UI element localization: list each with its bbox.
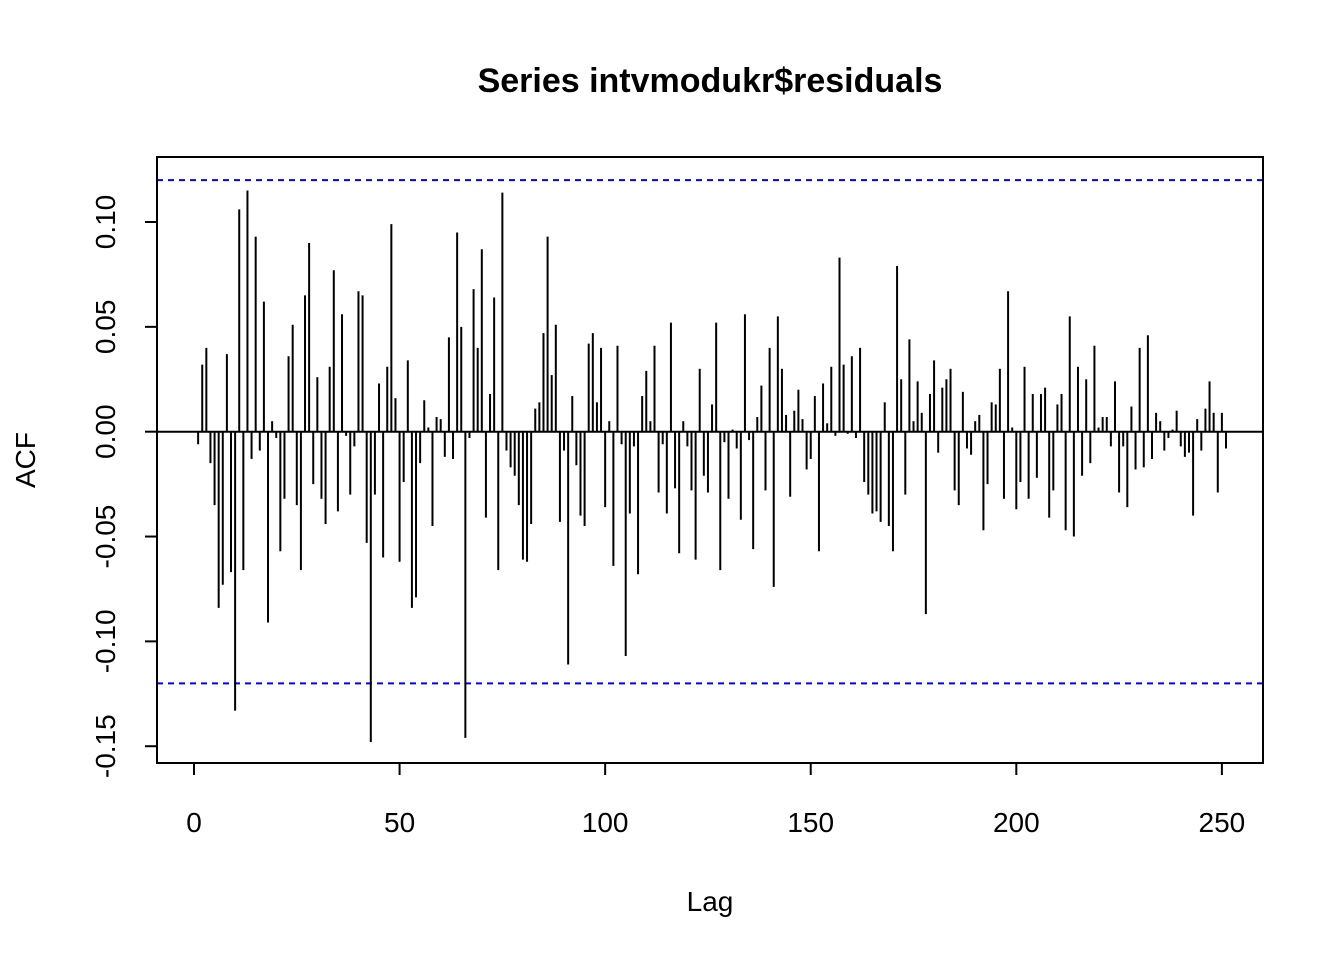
y-axis: -0.15 -0.10 -0.05 0.00 0.05 0.10 bbox=[90, 195, 158, 778]
x-axis: 0 50 100 150 200 250 bbox=[186, 762, 1246, 838]
x-axis-label: Lag bbox=[687, 886, 734, 917]
confidence-bounds bbox=[157, 179, 1263, 685]
y-tick-label: -0.15 bbox=[90, 714, 121, 778]
x-tick-label: 150 bbox=[787, 807, 834, 838]
plot-frame bbox=[156, 156, 1264, 764]
y-tick-label: 0.00 bbox=[90, 404, 121, 459]
y-tick-label: 0.10 bbox=[90, 195, 121, 250]
x-tick-label: 100 bbox=[582, 807, 629, 838]
chart-title: Series intvmodukr$residuals bbox=[478, 62, 943, 100]
y-tick-label: -0.10 bbox=[90, 609, 121, 673]
x-tick-label: 200 bbox=[993, 807, 1040, 838]
acf-bars bbox=[197, 190, 1227, 743]
y-tick-label: -0.05 bbox=[90, 505, 121, 569]
y-tick-label: 0.05 bbox=[90, 300, 121, 355]
x-tick-label: 50 bbox=[384, 807, 415, 838]
y-axis-label: ACF bbox=[10, 432, 41, 488]
x-tick-label: 0 bbox=[186, 807, 202, 838]
x-tick-label: 250 bbox=[1199, 807, 1246, 838]
